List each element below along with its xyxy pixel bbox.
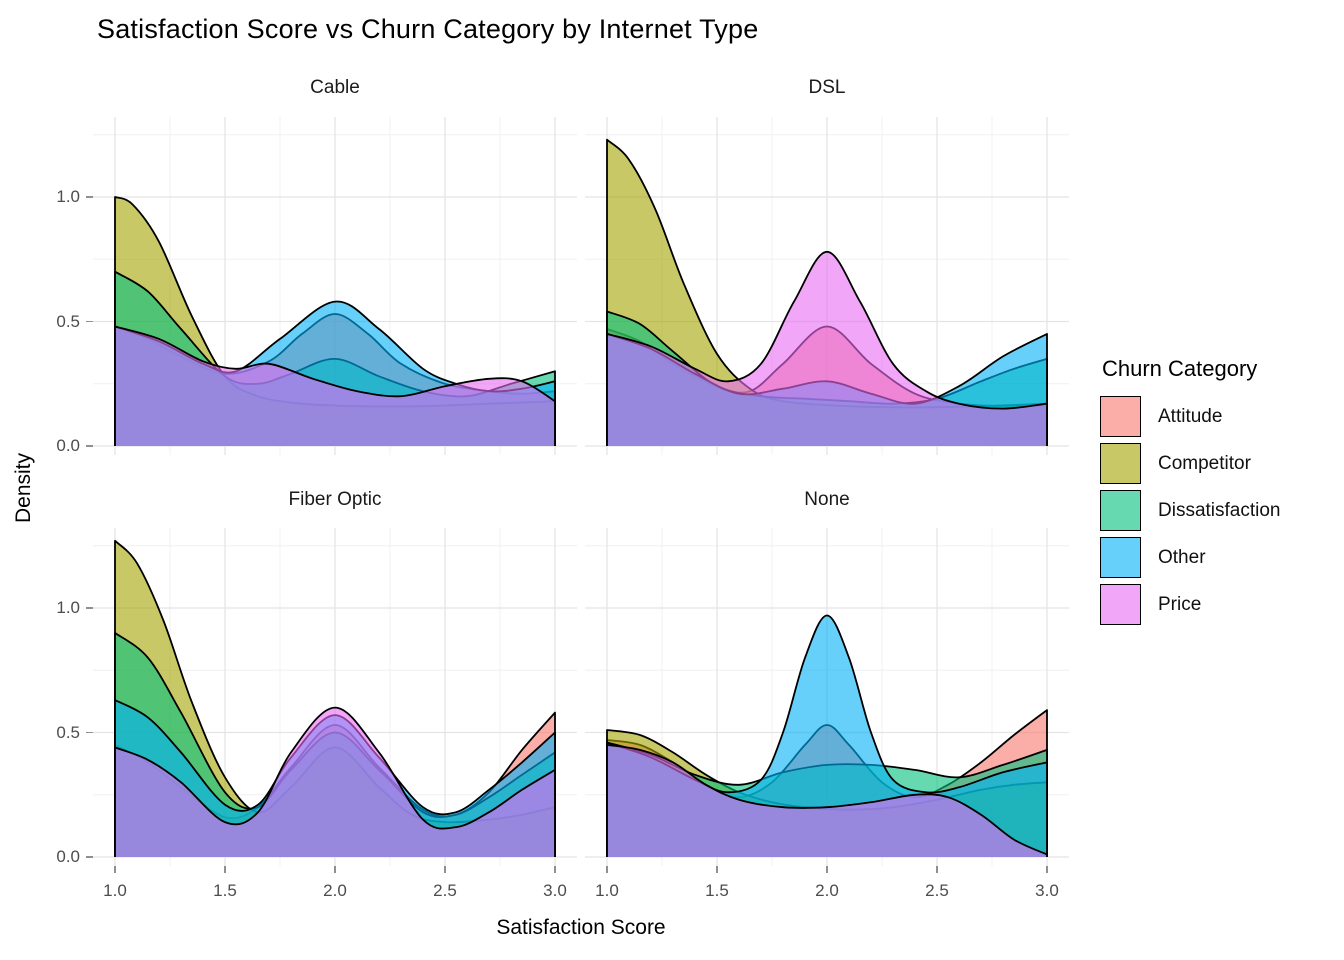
- x-axis-tick: [554, 866, 556, 873]
- x-tick-label: 3.0: [1035, 881, 1059, 900]
- x-tick-label: 1.5: [705, 881, 729, 900]
- x-tick-label: 3.0: [543, 881, 567, 900]
- legend-entry-other: Other: [1100, 537, 1281, 578]
- x-axis-tick: [114, 866, 116, 873]
- y-tick-label: 0.5: [56, 722, 80, 742]
- x-axis-tick: [444, 866, 446, 873]
- legend-entry-price: Price: [1100, 584, 1281, 625]
- legend: Churn Category Attitude Competitor Dissa…: [1100, 356, 1281, 631]
- y-axis-tick: [86, 320, 93, 323]
- x-axis-tick: [334, 866, 336, 873]
- x-tick-label: 2.0: [323, 881, 347, 900]
- x-tick-label: 1.0: [595, 881, 619, 900]
- legend-title: Churn Category: [1102, 356, 1258, 381]
- y-tick-label: 0.5: [56, 311, 80, 331]
- y-tick-label: 0.0: [56, 436, 80, 455]
- other-swatch-icon: [1100, 537, 1141, 578]
- density-outline-price: [114, 706, 556, 857]
- x-axis-tick: [826, 866, 828, 873]
- attitude-swatch-icon: [1100, 396, 1141, 437]
- x-tick-label: 2.0: [815, 881, 839, 900]
- y-tick-label: 1.0: [56, 598, 80, 617]
- legend-label: Attitude: [1158, 405, 1223, 427]
- legend-label: Dissatisfaction: [1158, 499, 1281, 521]
- density-outline-price: [114, 325, 556, 446]
- price-swatch-icon: [1100, 584, 1141, 625]
- density-area-price: [607, 744, 1047, 857]
- facet-strip-none: None: [804, 489, 850, 510]
- y-axis-tick: [86, 607, 93, 609]
- y-tick-label: 1.0: [56, 187, 80, 206]
- legend-entry-dissatisfaction: Dissatisfaction: [1100, 490, 1281, 531]
- density-area-price: [115, 707, 555, 857]
- y-axis-title: Density: [12, 452, 35, 524]
- x-tick-label: 1.5: [213, 881, 237, 900]
- facet-panel-none: [585, 528, 1069, 866]
- x-axis-tick: [224, 866, 226, 873]
- legend-label: Competitor: [1158, 452, 1251, 474]
- y-axis-tick: [86, 196, 93, 198]
- x-axis-tick: [936, 866, 938, 873]
- x-axis-tick: [606, 866, 608, 873]
- competitor-swatch-icon: [1100, 443, 1141, 484]
- density-area-competitor: [607, 139, 1047, 446]
- x-axis-title: Satisfaction Score: [496, 916, 666, 939]
- y-tick-label: 0.0: [56, 847, 80, 866]
- x-axis-tick: [716, 866, 718, 873]
- dissatisfaction-swatch-icon: [1100, 490, 1141, 531]
- density-outline-price: [606, 250, 1048, 446]
- legend-label: Price: [1158, 593, 1202, 615]
- density-outline-price: [606, 744, 1048, 857]
- facet-panel-cable: [93, 117, 577, 455]
- page-title: Satisfaction Score vs Churn Category by …: [97, 14, 759, 44]
- facet-panel-dsl: [585, 117, 1069, 455]
- facet-strip-fiber-optic: Fiber Optic: [288, 489, 382, 510]
- legend-entry-attitude: Attitude: [1100, 396, 1281, 437]
- x-tick-label: 2.5: [433, 881, 457, 900]
- facet-strip-cable: Cable: [310, 77, 360, 98]
- y-axis-tick: [86, 731, 93, 734]
- legend-entry-competitor: Competitor: [1100, 443, 1281, 484]
- legend-label: Other: [1158, 546, 1206, 568]
- x-tick-label: 1.0: [103, 881, 127, 900]
- y-axis-tick: [86, 445, 93, 447]
- x-tick-label: 2.5: [925, 881, 949, 900]
- facet-panel-fiber-optic: [93, 528, 577, 866]
- facet-strip-dsl: DSL: [808, 77, 846, 98]
- y-axis-tick: [86, 856, 93, 858]
- x-axis-tick: [1046, 866, 1048, 873]
